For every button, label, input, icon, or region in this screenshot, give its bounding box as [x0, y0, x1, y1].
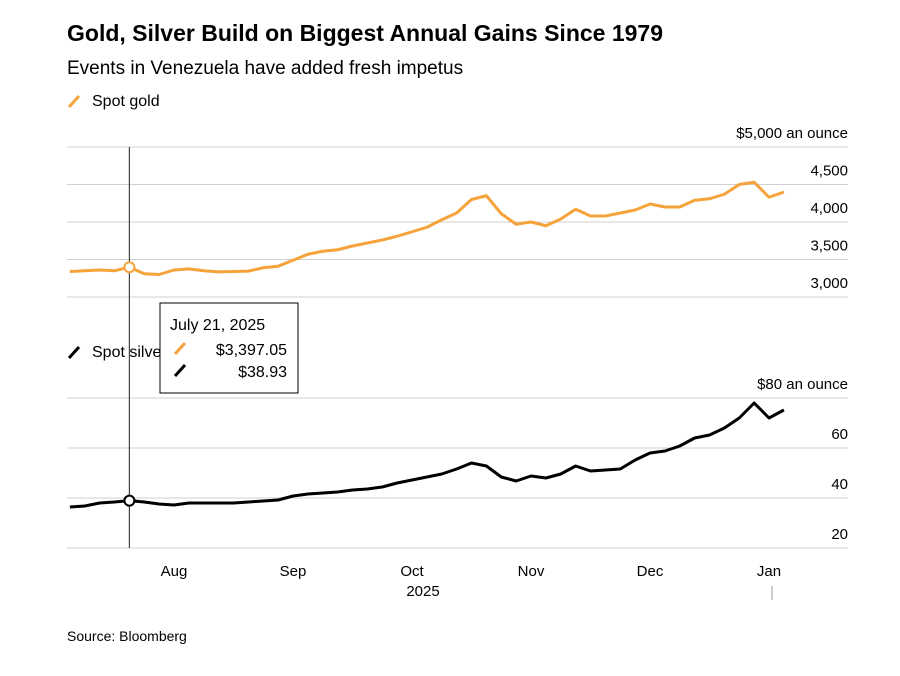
- x-tick-label: Dec: [637, 563, 664, 580]
- tooltip-date: July 21, 2025: [170, 317, 265, 334]
- chart-subtitle: Events in Venezuela have added fresh imp…: [67, 58, 463, 79]
- x-tick-label: Oct: [400, 563, 424, 580]
- y-tick-label: 4,000: [810, 200, 848, 217]
- tooltip: July 21, 2025 $3,397.05 $38.93: [159, 302, 299, 394]
- y-tick-label: 4,500: [810, 163, 848, 180]
- y-tick-label: $80 an ounce: [757, 376, 848, 393]
- tooltip-swatch: [173, 341, 187, 356]
- hover-point: [123, 494, 136, 507]
- y-tick-label: $5,000 an ounce: [736, 125, 848, 142]
- hover-point: [123, 261, 136, 274]
- x-tick-label: Sep: [280, 563, 307, 580]
- x-axis-label: 2025: [406, 583, 439, 600]
- tooltip-value: $38.93: [238, 364, 287, 381]
- y-tick-label: 3,000: [810, 275, 848, 292]
- x-tick-label: Jan: [757, 563, 781, 580]
- legend-swatch: [67, 345, 81, 360]
- legend-label: Spot gold: [92, 93, 160, 110]
- x-tick-label: Aug: [161, 563, 188, 580]
- y-tick-label: 60: [831, 426, 848, 443]
- data-line: [69, 180, 785, 276]
- legend-swatch: [67, 94, 81, 109]
- x-tick-label: Nov: [518, 563, 545, 580]
- tooltip-swatch: [173, 363, 187, 378]
- y-tick-label: 40: [831, 476, 848, 493]
- chart-title: Gold, Silver Build on Biggest Annual Gai…: [67, 20, 663, 46]
- y-tick-label: 3,500: [810, 238, 848, 255]
- source: Source: Bloomberg: [67, 628, 187, 644]
- data-line: [69, 401, 785, 509]
- tooltip-box: [159, 302, 299, 394]
- tooltip-value: $3,397.05: [216, 342, 287, 359]
- y-tick-label: 20: [831, 526, 848, 543]
